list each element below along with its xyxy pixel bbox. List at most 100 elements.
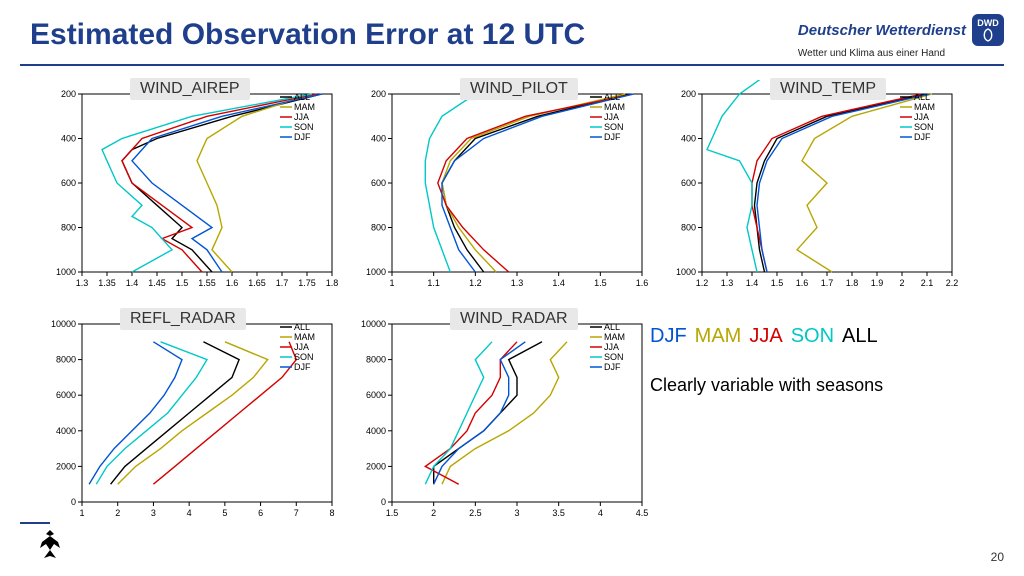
- svg-text:1.9: 1.9: [871, 278, 884, 288]
- svg-text:DJF: DJF: [604, 132, 621, 142]
- svg-text:1.4: 1.4: [746, 278, 759, 288]
- svg-text:2000: 2000: [56, 461, 76, 471]
- svg-text:1.6: 1.6: [796, 278, 809, 288]
- svg-text:2.5: 2.5: [469, 508, 482, 518]
- svg-text:800: 800: [681, 223, 696, 233]
- svg-text:MAM: MAM: [914, 102, 935, 112]
- footer-accent-line: [20, 522, 50, 524]
- season-key-all: ALL: [842, 325, 878, 347]
- svg-text:200: 200: [61, 89, 76, 99]
- caption-text: Clearly variable with seasons: [650, 375, 883, 396]
- svg-text:600: 600: [61, 178, 76, 188]
- svg-text:1: 1: [79, 508, 84, 518]
- series-wind_pilot-mam: [442, 94, 625, 272]
- svg-text:6000: 6000: [56, 390, 76, 400]
- svg-text:0: 0: [381, 497, 386, 507]
- series-refl_radar-mam: [118, 342, 268, 484]
- svg-text:1.35: 1.35: [98, 278, 116, 288]
- svg-text:1.55: 1.55: [198, 278, 216, 288]
- season-key-djf: DJF: [650, 325, 687, 347]
- svg-text:1.7: 1.7: [821, 278, 834, 288]
- svg-text:JJA: JJA: [604, 342, 619, 352]
- svg-text:1.4: 1.4: [552, 278, 565, 288]
- svg-text:400: 400: [681, 134, 696, 144]
- svg-text:1.3: 1.3: [76, 278, 89, 288]
- svg-text:DJF: DJF: [914, 132, 931, 142]
- chart-wind_airep: WIND_AIREP 1.3 1.35 1.4 1.45 1.5 1.55 1.6 1.65 1.…: [40, 80, 340, 300]
- svg-text:200: 200: [681, 89, 696, 99]
- svg-text:7: 7: [294, 508, 299, 518]
- chart-wind_temp: WIND_TEMP1.21.31.41.51.61.71.81.922.12.2…: [660, 80, 960, 300]
- chart-label-wind_airep: WIND_AIREP: [130, 78, 250, 100]
- page-number: 20: [991, 550, 1004, 564]
- svg-text:1.3: 1.3: [511, 278, 524, 288]
- svg-text:SON: SON: [914, 122, 934, 132]
- svg-text:ALL: ALL: [294, 322, 310, 332]
- eagle-icon: [30, 526, 70, 566]
- svg-text:800: 800: [61, 223, 76, 233]
- logo-abbr: DWD: [977, 18, 999, 28]
- series-refl_radar-jja: [153, 342, 296, 484]
- svg-text:1.5: 1.5: [771, 278, 784, 288]
- svg-text:1.6: 1.6: [226, 278, 239, 288]
- svg-text:2: 2: [115, 508, 120, 518]
- season-key-mam: MAM: [695, 325, 742, 347]
- svg-text:400: 400: [371, 134, 386, 144]
- svg-text:MAM: MAM: [294, 332, 315, 342]
- svg-text:1000: 1000: [676, 267, 696, 277]
- svg-text:2.2: 2.2: [946, 278, 959, 288]
- svg-text:2.1: 2.1: [921, 278, 934, 288]
- svg-text:600: 600: [681, 178, 696, 188]
- svg-text:4000: 4000: [56, 426, 76, 436]
- svg-text:4: 4: [187, 508, 192, 518]
- series-refl_radar-all: [111, 342, 240, 484]
- svg-text:JJA: JJA: [294, 342, 309, 352]
- svg-text:1.4: 1.4: [126, 278, 139, 288]
- svg-text:2000: 2000: [366, 461, 386, 471]
- svg-text:1.6: 1.6: [636, 278, 649, 288]
- svg-text:1.7: 1.7: [276, 278, 289, 288]
- svg-text:JJA: JJA: [914, 112, 929, 122]
- svg-text:SON: SON: [604, 122, 624, 132]
- svg-text:1.5: 1.5: [386, 508, 399, 518]
- svg-text:JJA: JJA: [604, 112, 619, 122]
- chart-label-wind_temp: WIND_TEMP: [770, 78, 886, 100]
- chart-wind_radar: WIND_RADAR1.522.533.544.5020004000600080…: [350, 310, 650, 530]
- svg-text:8000: 8000: [56, 355, 76, 365]
- svg-text:2: 2: [899, 278, 904, 288]
- svg-text:3: 3: [514, 508, 519, 518]
- svg-text:1.1: 1.1: [427, 278, 440, 288]
- svg-text:3: 3: [151, 508, 156, 518]
- svg-text:1.8: 1.8: [326, 278, 339, 288]
- svg-text:1.2: 1.2: [696, 278, 709, 288]
- svg-text:6: 6: [258, 508, 263, 518]
- svg-text:DJF: DJF: [604, 362, 621, 372]
- logo-brand-text: Deutscher Wetterdienst: [798, 22, 966, 39]
- svg-text:ALL: ALL: [604, 322, 620, 332]
- svg-text:3.5: 3.5: [552, 508, 565, 518]
- season-key-jja: JJA: [749, 325, 782, 347]
- svg-text:DJF: DJF: [294, 362, 311, 372]
- svg-text:1.5: 1.5: [176, 278, 189, 288]
- svg-text:ALL: ALL: [294, 92, 310, 102]
- series-wind_radar-all: [434, 342, 542, 484]
- svg-text:400: 400: [61, 134, 76, 144]
- svg-text:ALL: ALL: [914, 92, 930, 102]
- svg-text:SON: SON: [604, 352, 624, 362]
- logo-tagline: Wetter und Klima aus einer Hand: [798, 48, 1004, 59]
- page-title: Estimated Observation Error at 12 UTC: [30, 18, 585, 52]
- svg-text:1000: 1000: [366, 267, 386, 277]
- svg-text:1: 1: [389, 278, 394, 288]
- svg-text:200: 200: [371, 89, 386, 99]
- svg-text:MAM: MAM: [604, 332, 625, 342]
- svg-text:1.5: 1.5: [594, 278, 607, 288]
- svg-text:1.65: 1.65: [248, 278, 266, 288]
- svg-text:1000: 1000: [56, 267, 76, 277]
- svg-text:2: 2: [431, 508, 436, 518]
- svg-text:8000: 8000: [366, 355, 386, 365]
- svg-text:MAM: MAM: [604, 102, 625, 112]
- svg-text:1.75: 1.75: [298, 278, 316, 288]
- logo-block: Deutscher Wetterdienst DWD Wetter und Kl…: [798, 14, 1004, 59]
- svg-text:1.45: 1.45: [148, 278, 166, 288]
- series-wind_radar-son: [425, 342, 492, 484]
